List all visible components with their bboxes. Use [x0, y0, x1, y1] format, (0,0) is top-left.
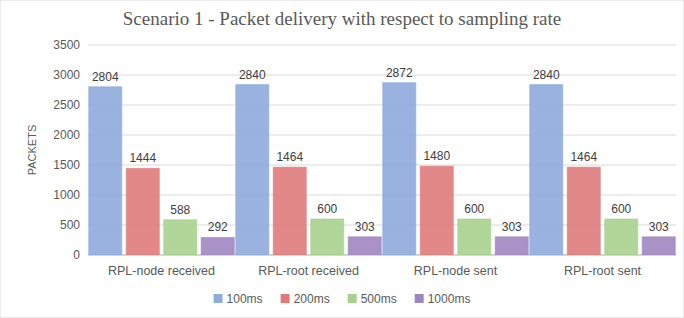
- data-label: 1480: [423, 149, 450, 163]
- bar: [642, 237, 675, 255]
- bar: [530, 85, 563, 255]
- grid-line: [88, 75, 676, 76]
- bar: [126, 168, 159, 255]
- y-tick-label: 3000: [53, 68, 80, 82]
- legend-swatch: [281, 294, 290, 303]
- bar: [605, 219, 638, 255]
- grid-line: [88, 105, 676, 106]
- legend-label: 200ms: [294, 292, 330, 306]
- bar: [420, 166, 453, 255]
- y-tick-label: 2500: [53, 98, 80, 112]
- chart: Scenario 1 - Packet delivery with respec…: [0, 0, 684, 318]
- bar: [495, 237, 528, 255]
- legend-label: 500ms: [361, 292, 397, 306]
- grid-line: [88, 135, 676, 136]
- x-tick-label: RPL-node sent: [414, 264, 498, 278]
- data-label: 600: [317, 202, 337, 216]
- bar: [311, 219, 344, 255]
- data-label: 588: [170, 203, 190, 217]
- data-label: 2840: [239, 68, 266, 82]
- y-tick-label: 0: [73, 248, 80, 262]
- bars: [89, 83, 676, 255]
- bar: [201, 237, 234, 255]
- bar: [89, 87, 122, 255]
- y-axis-label: PACKETS: [26, 125, 38, 176]
- data-label: 600: [464, 202, 484, 216]
- y-tick-label: 500: [60, 218, 80, 232]
- data-label: 2872: [386, 66, 413, 80]
- grid-line: [88, 165, 676, 166]
- data-label: 600: [611, 202, 631, 216]
- bar: [273, 167, 306, 255]
- bar: [567, 167, 600, 255]
- x-tick-label: RPL-node received: [108, 264, 215, 278]
- legend: 100ms 200ms 500ms 1000ms: [214, 292, 471, 306]
- bar: [164, 220, 197, 255]
- data-label: 2804: [92, 70, 119, 84]
- legend-swatch: [214, 294, 223, 303]
- data-label: 1464: [276, 150, 303, 164]
- data-label: 1464: [570, 150, 597, 164]
- y-tick-label: 1500: [53, 158, 80, 172]
- legend-label: 100ms: [227, 292, 263, 306]
- legend-label: 1000ms: [428, 292, 471, 306]
- grid-line: [88, 45, 676, 46]
- y-tick-label: 2000: [53, 128, 80, 142]
- y-tick-label: 1000: [53, 188, 80, 202]
- data-label: 303: [502, 220, 522, 234]
- legend-swatch: [348, 294, 357, 303]
- background: [0, 0, 684, 318]
- data-label: 303: [355, 220, 375, 234]
- title: Scenario 1 - Packet delivery with respec…: [123, 8, 561, 29]
- data-label: 2840: [533, 68, 560, 82]
- data-label: 1444: [129, 151, 156, 165]
- data-label: 292: [208, 220, 228, 234]
- bar: [458, 219, 491, 255]
- x-tick-label: RPL-root received: [258, 264, 359, 278]
- x-tick-label: RPL-root sent: [564, 264, 642, 278]
- bar: [383, 83, 416, 255]
- legend-swatch: [415, 294, 424, 303]
- bar: [236, 85, 269, 255]
- data-labels: 2804 2840 2872 2840 1444 1464 1480 1464 588 600 60…: [92, 66, 669, 235]
- data-label: 303: [649, 220, 669, 234]
- y-tick-label: 3500: [53, 38, 80, 52]
- bar: [348, 237, 381, 255]
